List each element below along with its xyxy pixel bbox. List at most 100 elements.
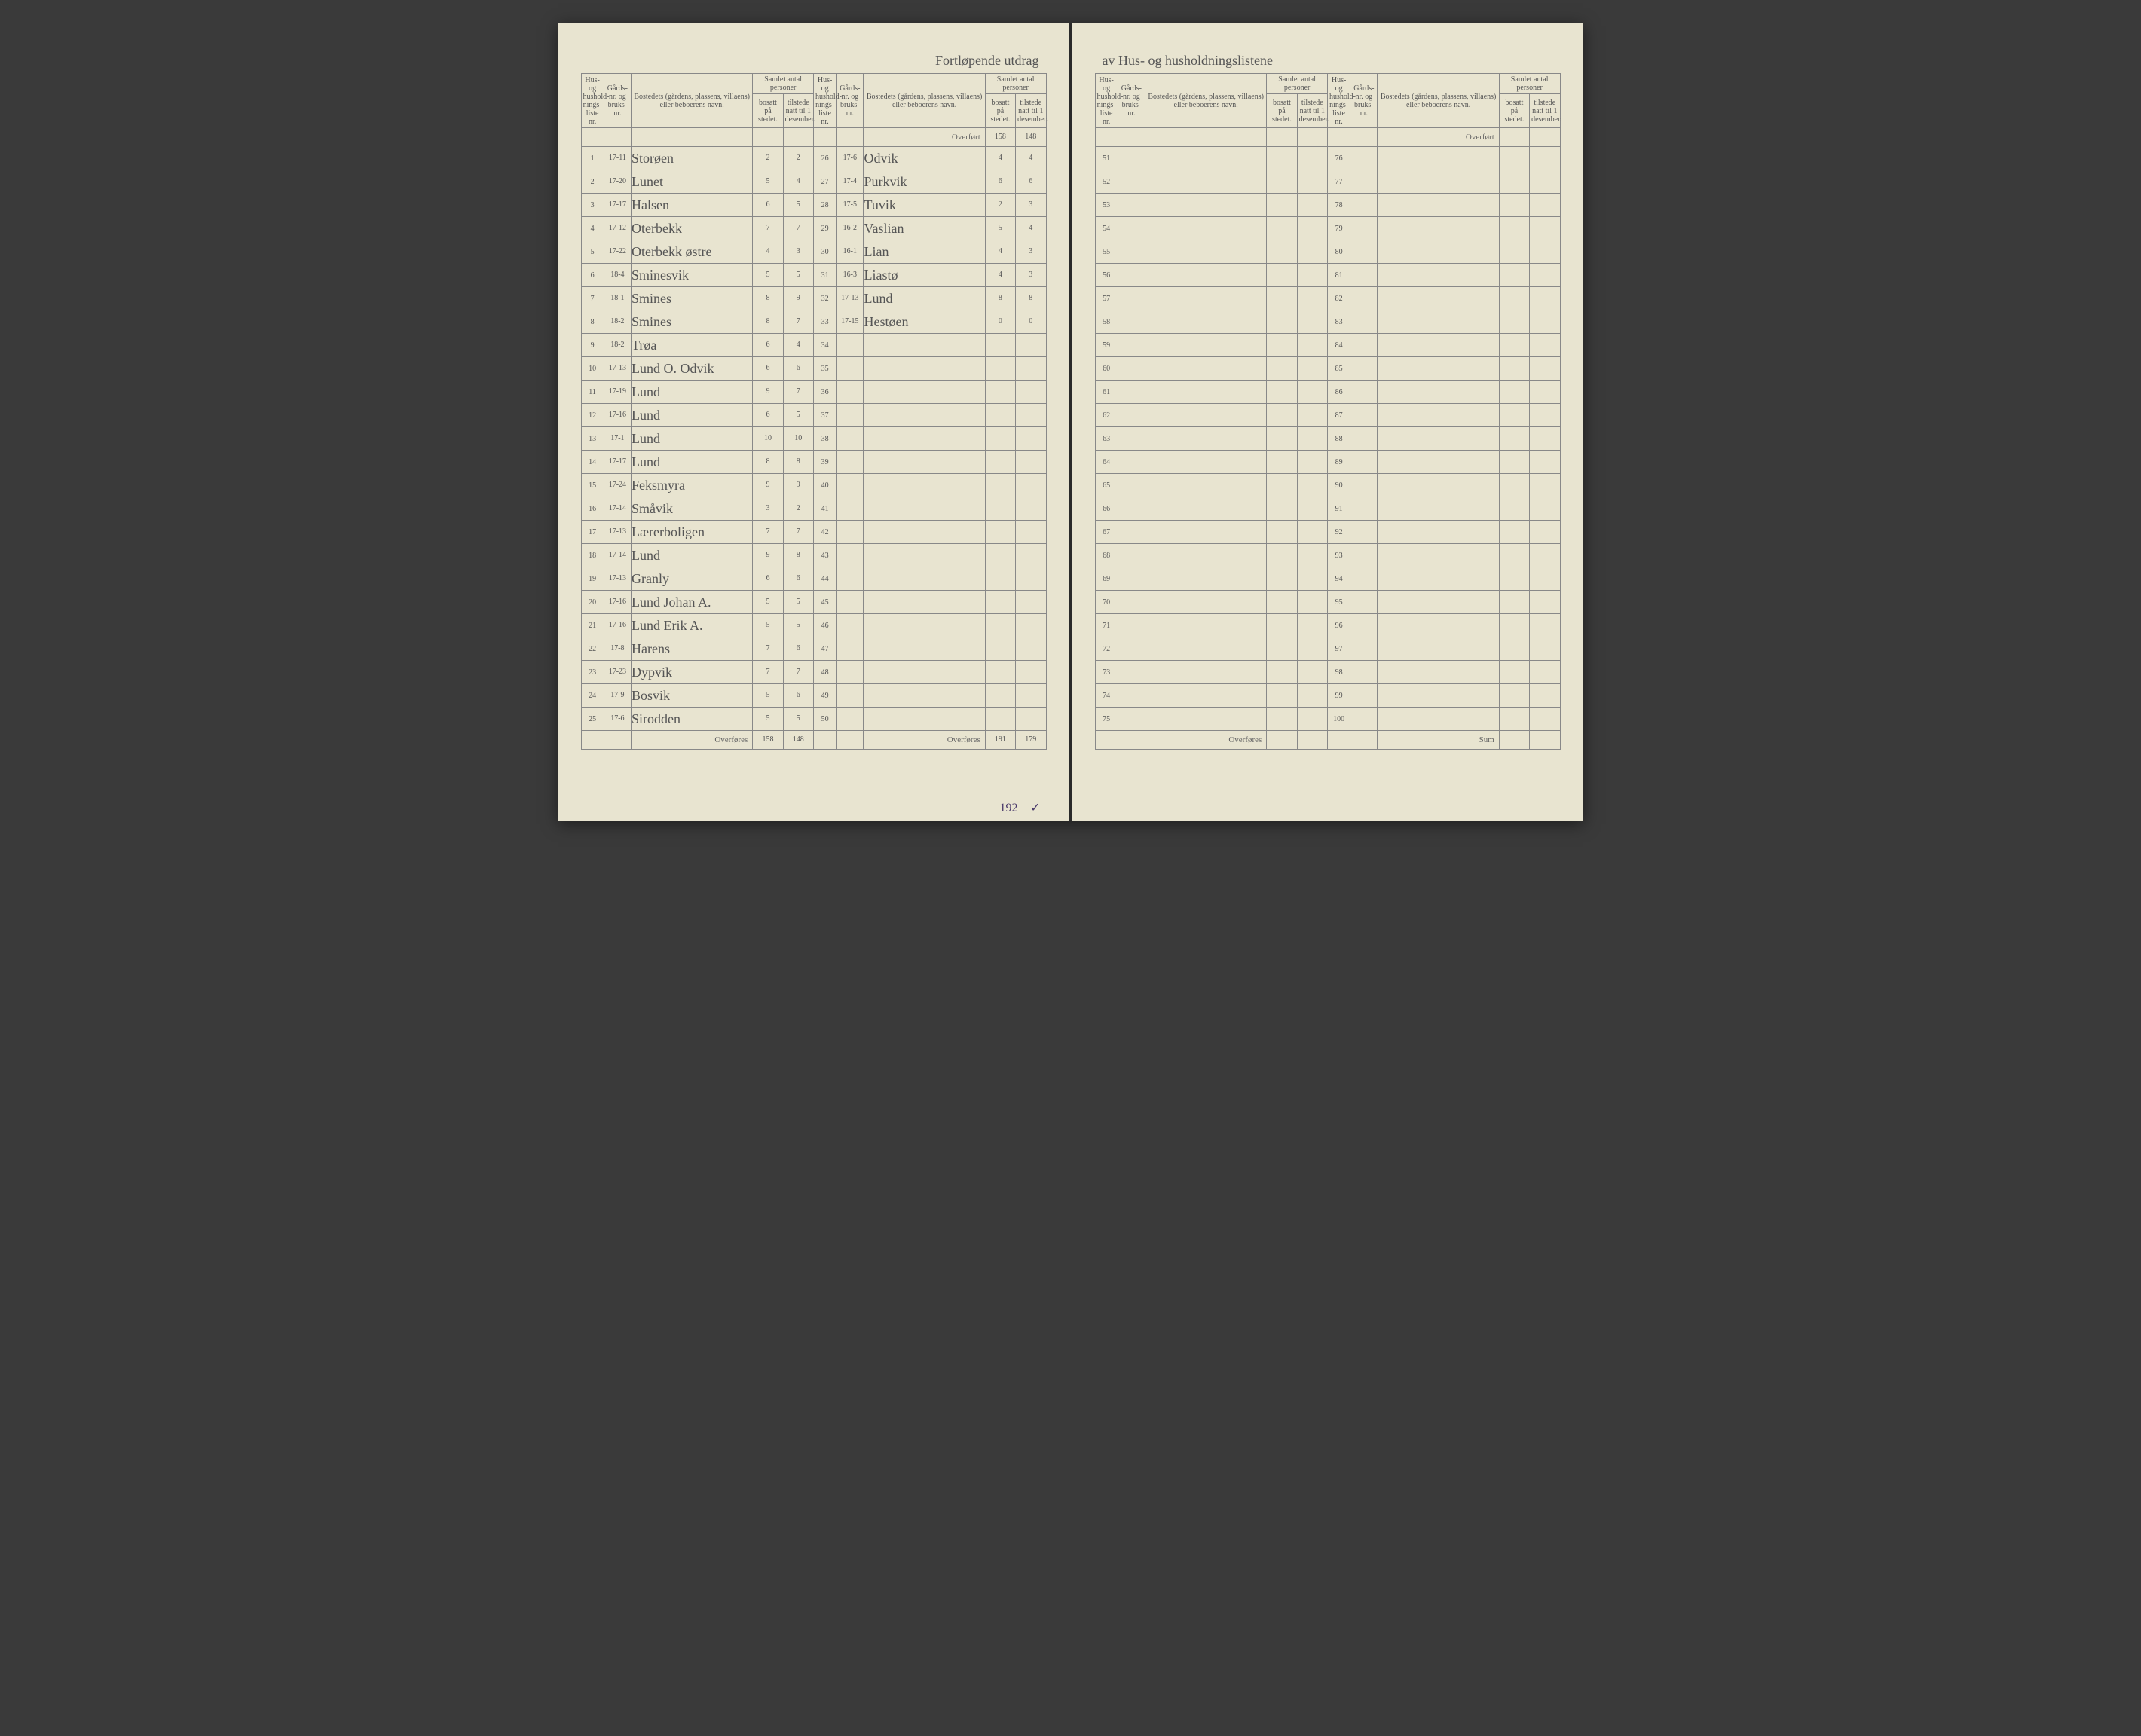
bosted-name: Bosvik <box>632 684 753 708</box>
gard-nr <box>1118 357 1145 381</box>
gard-nr: 17-17 <box>604 451 631 474</box>
row-number: 54 <box>1095 217 1118 240</box>
extra-total-t: ✓ <box>1030 800 1040 815</box>
row-number: 38 <box>813 427 836 451</box>
bosted-name <box>1145 310 1267 334</box>
bosted-name: Smines <box>632 310 753 334</box>
bosatt-count <box>1499 591 1529 614</box>
row-number: 98 <box>1327 661 1350 684</box>
bosted-name: Lund <box>632 427 753 451</box>
bosatt-count <box>985 544 1015 567</box>
row-number: 4 <box>581 217 604 240</box>
row-number: 20 <box>581 591 604 614</box>
tilstede-count <box>1530 591 1560 614</box>
gard-nr: 17-8 <box>604 637 631 661</box>
table-row: 2417-9Bosvik5649 <box>581 684 1046 708</box>
bosted-name <box>1378 591 1499 614</box>
table-row: 6893 <box>1095 544 1560 567</box>
bosted-name <box>1145 357 1267 381</box>
gard-nr <box>1118 147 1145 170</box>
tilstede-count: 2 <box>783 497 813 521</box>
tilstede-count <box>1530 661 1560 684</box>
title-left: Fortløpende utdrag <box>581 53 1047 69</box>
gard-nr <box>1350 240 1378 264</box>
row-number: 100 <box>1327 708 1350 731</box>
tilstede-count <box>1530 147 1560 170</box>
row-number: 71 <box>1095 614 1118 637</box>
tilstede-count <box>1530 240 1560 264</box>
tilstede-count <box>1530 474 1560 497</box>
overfores-row: OverføresSum <box>1095 731 1560 750</box>
tilstede-count <box>1016 567 1046 591</box>
bosatt-count <box>985 591 1015 614</box>
bosted-name <box>1378 194 1499 217</box>
bosted-name: Lunet <box>632 170 753 194</box>
tilstede-count: 3 <box>1016 240 1046 264</box>
row-number: 18 <box>581 544 604 567</box>
table-row: 6287 <box>1095 404 1560 427</box>
bosted-name <box>1378 497 1499 521</box>
bosatt-count: 6 <box>753 357 783 381</box>
bosted-name <box>1378 334 1499 357</box>
table-row: 5176 <box>1095 147 1560 170</box>
bosatt-count <box>1499 217 1529 240</box>
row-number: 64 <box>1095 451 1118 474</box>
overfort-tilstede: 148 <box>1016 128 1046 147</box>
row-number: 82 <box>1327 287 1350 310</box>
table-row: 818-2Smines873317-15Hestøen00 <box>581 310 1046 334</box>
tilstede-count: 0 <box>1016 310 1046 334</box>
bosted-name: Sminesvik <box>632 264 753 287</box>
row-number: 51 <box>1095 147 1118 170</box>
bosted-name <box>1145 264 1267 287</box>
hdr-gard: Gårds-nr. og bruks-nr. <box>604 74 631 128</box>
bosted-name <box>1378 708 1499 731</box>
tilstede-count: 2 <box>783 147 813 170</box>
bosatt-count <box>1267 404 1297 427</box>
tilstede-count <box>1530 310 1560 334</box>
row-number: 32 <box>813 287 836 310</box>
gard-nr: 16-2 <box>837 217 864 240</box>
bosatt-count <box>1267 544 1297 567</box>
gard-nr <box>837 637 864 661</box>
row-number: 57 <box>1095 287 1118 310</box>
row-number: 23 <box>581 661 604 684</box>
gard-nr <box>1118 708 1145 731</box>
bosted-name <box>1378 427 1499 451</box>
bosted-name <box>1145 217 1267 240</box>
bosted-name <box>864 567 985 591</box>
ledger-spread: Fortløpende utdrag Hus- og hushold-nings… <box>558 23 1583 821</box>
hdr-bosatt: bosatt på stedet. <box>1499 94 1529 128</box>
tilstede-count <box>1297 708 1327 731</box>
row-number: 47 <box>813 637 836 661</box>
bosatt-count: 0 <box>985 310 1015 334</box>
row-number: 2 <box>581 170 604 194</box>
hdr-name: Bostedets (gårdens, plassens, villaens) … <box>864 74 985 128</box>
overfores-label: Overføres <box>864 731 985 750</box>
bosted-name: Purkvik <box>864 170 985 194</box>
gard-nr <box>1350 451 1378 474</box>
gard-nr <box>1350 521 1378 544</box>
row-number: 6 <box>581 264 604 287</box>
gard-nr: 18-2 <box>604 310 631 334</box>
row-number: 44 <box>813 567 836 591</box>
row-number: 52 <box>1095 170 1118 194</box>
ledger-table-right: Hus- og hushold-nings-liste nr. Gårds-nr… <box>1095 73 1561 750</box>
row-number: 8 <box>581 310 604 334</box>
tilstede-count <box>1530 427 1560 451</box>
gard-nr <box>1118 474 1145 497</box>
page-right: av Hus- og husholdningslistene Hus- og h… <box>1071 23 1583 821</box>
hdr-rownum: Hus- og hushold-nings-liste nr. <box>1095 74 1118 128</box>
tilstede-count: 7 <box>783 521 813 544</box>
bosatt-count <box>1499 708 1529 731</box>
gard-nr <box>1118 451 1145 474</box>
tilstede-count <box>1297 147 1327 170</box>
gard-nr: 17-19 <box>604 381 631 404</box>
gard-nr <box>1350 217 1378 240</box>
table-header: Hus- og hushold-nings-liste nr. Gårds-nr… <box>581 74 1046 128</box>
tilstede-count: 5 <box>783 614 813 637</box>
bosatt-count <box>1499 310 1529 334</box>
overfort-bosatt <box>1499 128 1529 147</box>
extra-total-b: 192 <box>1000 802 1018 815</box>
row-number: 80 <box>1327 240 1350 264</box>
tbody-right: Overført51765277537854795580568157825883… <box>1095 128 1560 750</box>
